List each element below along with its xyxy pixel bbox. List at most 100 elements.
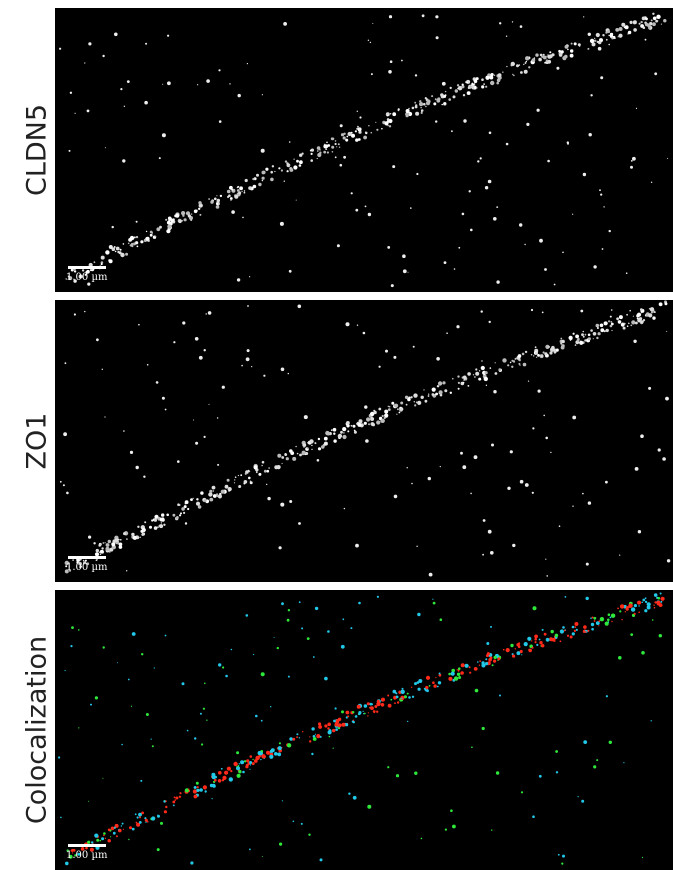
punctum bbox=[562, 56, 566, 60]
punctum bbox=[561, 863, 563, 865]
punctum bbox=[331, 429, 333, 431]
punctum bbox=[475, 368, 477, 370]
punctum bbox=[468, 91, 471, 94]
punctum bbox=[227, 196, 229, 198]
punctum bbox=[611, 37, 613, 39]
punctum bbox=[335, 707, 337, 709]
scale-bar-label: 1.00 µm bbox=[66, 850, 108, 861]
punctum bbox=[533, 606, 537, 610]
punctum bbox=[412, 107, 415, 110]
punctum bbox=[227, 479, 230, 482]
punctum bbox=[218, 771, 222, 775]
punctum bbox=[639, 317, 642, 320]
punctum bbox=[428, 395, 430, 397]
punctum bbox=[299, 737, 300, 738]
punctum bbox=[560, 629, 564, 633]
punctum bbox=[423, 103, 426, 106]
punctum bbox=[526, 123, 529, 126]
punctum bbox=[556, 349, 559, 352]
punctum bbox=[660, 601, 662, 603]
scale-bar bbox=[68, 844, 106, 847]
punctum bbox=[354, 431, 357, 434]
punctum bbox=[528, 649, 530, 651]
punctum bbox=[103, 542, 105, 544]
punctum bbox=[175, 797, 178, 800]
punctum bbox=[558, 50, 561, 53]
punctum bbox=[231, 210, 235, 214]
punctum bbox=[197, 786, 199, 788]
punctum bbox=[280, 503, 284, 507]
punctum bbox=[142, 532, 145, 535]
punctum bbox=[654, 593, 658, 597]
punctum bbox=[606, 329, 609, 332]
punctum bbox=[419, 102, 423, 106]
punctum bbox=[217, 417, 218, 418]
punctum bbox=[565, 596, 567, 598]
punctum bbox=[641, 651, 645, 655]
punctum bbox=[549, 51, 551, 53]
punctum bbox=[421, 109, 424, 112]
punctum bbox=[144, 521, 146, 523]
punctum bbox=[355, 715, 358, 718]
punctum bbox=[420, 107, 421, 108]
punctum bbox=[121, 744, 123, 746]
punctum bbox=[244, 760, 246, 762]
punctum bbox=[637, 601, 641, 605]
punctum bbox=[120, 539, 122, 541]
punctum bbox=[368, 423, 370, 425]
punctum bbox=[554, 284, 556, 286]
punctum bbox=[485, 662, 488, 665]
punctum bbox=[209, 490, 212, 493]
punctum bbox=[139, 821, 142, 824]
punctum bbox=[90, 270, 91, 271]
punctum bbox=[388, 406, 390, 408]
punctum bbox=[249, 761, 252, 764]
punctum bbox=[438, 681, 441, 684]
punctum bbox=[643, 319, 645, 321]
punctum bbox=[357, 126, 359, 128]
punctum bbox=[536, 357, 537, 358]
punctum bbox=[652, 619, 654, 621]
punctum bbox=[323, 151, 326, 154]
punctum bbox=[592, 617, 594, 619]
punctum bbox=[78, 629, 80, 631]
punctum bbox=[199, 356, 203, 360]
punctum bbox=[208, 198, 210, 200]
punctum bbox=[106, 543, 110, 547]
punctum bbox=[174, 797, 176, 799]
punctum bbox=[101, 256, 105, 260]
punctum bbox=[333, 439, 336, 442]
punctum bbox=[133, 536, 137, 540]
punctum bbox=[355, 130, 357, 132]
punctum bbox=[290, 451, 294, 455]
punctum bbox=[178, 220, 181, 223]
punctum bbox=[345, 139, 348, 142]
punctum bbox=[263, 375, 265, 377]
punctum bbox=[146, 237, 150, 241]
punctum bbox=[239, 763, 240, 764]
punctum bbox=[333, 428, 337, 432]
punctum bbox=[610, 316, 612, 318]
punctum bbox=[506, 648, 510, 652]
punctum bbox=[645, 39, 647, 41]
punctum bbox=[625, 25, 629, 29]
punctum bbox=[87, 841, 90, 844]
punctum bbox=[174, 799, 176, 801]
punctum bbox=[489, 76, 493, 80]
punctum bbox=[311, 445, 312, 446]
punctum bbox=[474, 83, 476, 85]
punctum bbox=[173, 514, 176, 517]
punctum bbox=[222, 779, 224, 781]
punctum bbox=[496, 280, 499, 283]
punctum bbox=[368, 40, 369, 41]
punctum bbox=[171, 219, 174, 222]
punctum bbox=[474, 376, 476, 378]
punctum bbox=[594, 38, 595, 39]
punctum bbox=[363, 136, 367, 140]
punctum bbox=[261, 465, 263, 467]
punctum bbox=[267, 497, 270, 500]
punctum bbox=[548, 346, 550, 348]
punctum bbox=[594, 40, 596, 42]
punctum bbox=[241, 191, 242, 192]
punctum bbox=[328, 730, 332, 734]
